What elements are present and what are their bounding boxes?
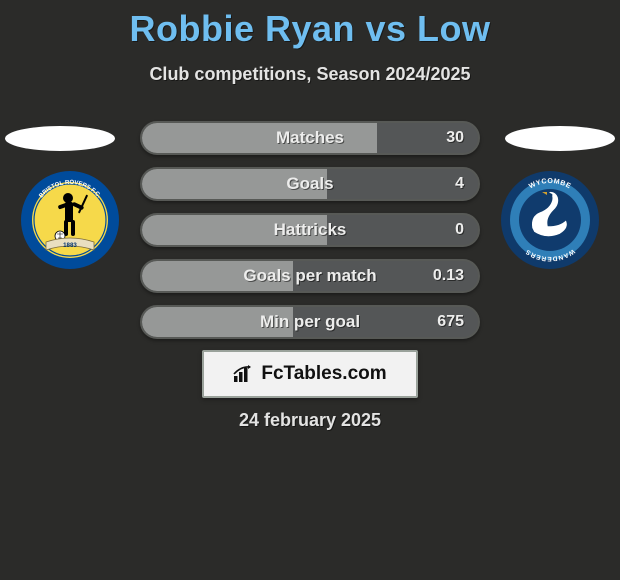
club-badge-right: WYCOMBE WANDERERS (500, 170, 600, 270)
stat-value: 0.13 (433, 261, 464, 291)
stat-label: Matches (142, 123, 478, 153)
player-right-photo (505, 126, 615, 151)
stat-value: 4 (455, 169, 464, 199)
brand-label: FcTables.com (261, 363, 386, 385)
player-left-photo (5, 126, 115, 151)
club-badge-left: 1883 BRISTOL ROVERS F.C. (20, 170, 120, 270)
page-title: Robbie Ryan vs Low (0, 0, 620, 50)
generated-date: 24 february 2025 (0, 410, 620, 431)
bar-chart-icon (233, 364, 255, 384)
wycombe-wanderers-crest-icon: WYCOMBE WANDERERS (500, 170, 600, 270)
stat-label: Goals (142, 169, 478, 199)
stats-bars: Matches 30 Goals 4 Hattricks 0 Goals per… (140, 121, 480, 351)
stat-bar-goals-per-match: Goals per match 0.13 (140, 259, 480, 293)
stat-value: 30 (446, 123, 464, 153)
stat-label: Goals per match (142, 261, 478, 291)
stat-bar-hattricks: Hattricks 0 (140, 213, 480, 247)
stat-value: 0 (455, 215, 464, 245)
comparison-card: Robbie Ryan vs Low Club competitions, Se… (0, 0, 620, 580)
stat-bar-min-per-goal: Min per goal 675 (140, 305, 480, 339)
stat-value: 675 (437, 307, 464, 337)
stat-label: Hattricks (142, 215, 478, 245)
brand-box[interactable]: FcTables.com (202, 350, 418, 398)
season-subtitle: Club competitions, Season 2024/2025 (0, 64, 620, 85)
bristol-rovers-crest-icon: 1883 BRISTOL ROVERS F.C. (20, 170, 120, 270)
stat-bar-matches: Matches 30 (140, 121, 480, 155)
stat-bar-goals: Goals 4 (140, 167, 480, 201)
stat-label: Min per goal (142, 307, 478, 337)
crest-year: 1883 (63, 242, 77, 249)
